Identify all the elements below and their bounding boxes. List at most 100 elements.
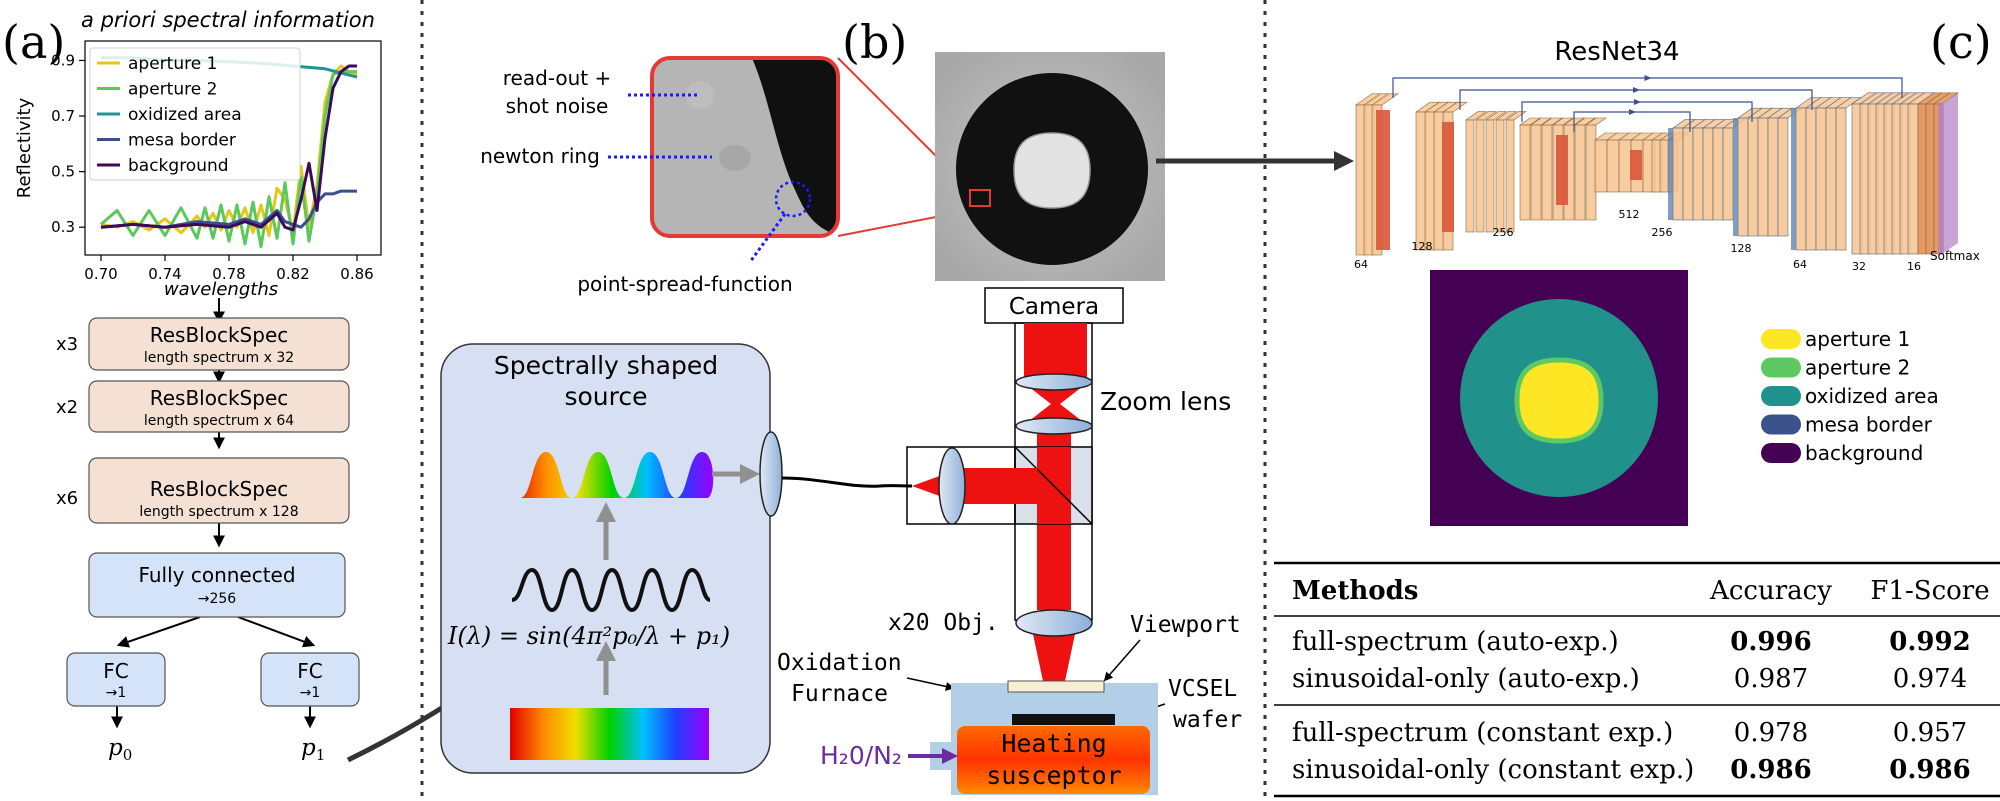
results-table: Methods Accuracy F1-Score full-spectrum … bbox=[1274, 561, 2000, 798]
layer-label: 256 bbox=[1652, 226, 1673, 239]
layer-label: 32 bbox=[1852, 260, 1866, 273]
svg-text:newton ring: newton ring bbox=[480, 144, 600, 168]
svg-text:ResBlockSpec: ResBlockSpec bbox=[150, 477, 289, 501]
x-tick-label: 0.70 bbox=[84, 265, 117, 283]
svg-text:wafer: wafer bbox=[1173, 707, 1242, 733]
layer-label: Softmax bbox=[1930, 249, 1980, 263]
legend-label: background bbox=[128, 156, 229, 176]
gas-label: H₂0/N₂ bbox=[820, 741, 902, 770]
legend-label: mesa border bbox=[128, 131, 236, 151]
resblock-1: ResBlockSpec length spectrum x 32 bbox=[88, 317, 350, 371]
chart-xlabel: wavelengths bbox=[164, 279, 278, 300]
svg-text:→1: →1 bbox=[300, 685, 321, 701]
svg-text:ResBlockSpec: ResBlockSpec bbox=[150, 323, 289, 347]
x-tick-label: 0.82 bbox=[276, 265, 309, 283]
svg-text:Heating: Heating bbox=[1001, 729, 1106, 758]
x-tick-label: 0.74 bbox=[148, 265, 181, 283]
svg-text:Viewport: Viewport bbox=[1130, 612, 1241, 638]
layer-label: 64 bbox=[1793, 258, 1807, 271]
svg-text:source: source bbox=[564, 382, 647, 411]
legend-label: aperture 2 bbox=[128, 80, 217, 100]
camera-image bbox=[935, 52, 1165, 281]
table-row-3-method: full-spectrum (constant exp.) bbox=[1292, 718, 1673, 748]
series-line-background bbox=[100, 64, 357, 232]
segmentation-image bbox=[1430, 270, 1688, 526]
segmentation-legend: aperture 1 aperture 2 oxidized area mesa bo… bbox=[1761, 327, 1939, 465]
svg-text:Fully connected: Fully connected bbox=[138, 563, 295, 587]
fiber-lens bbox=[759, 431, 783, 517]
optical-fiber bbox=[781, 476, 913, 488]
legend-label: oxidized area bbox=[128, 105, 242, 125]
resnet34-diagram: 64 128 256 512 256 128 64 32 16 Softmax bbox=[1354, 75, 1980, 273]
output-p0: p0 bbox=[108, 735, 132, 764]
y-tick-label: 0.3 bbox=[51, 218, 75, 236]
legend-label: aperture 1 bbox=[1805, 327, 1910, 351]
table-row-2-accuracy: 0.987 bbox=[1734, 664, 1808, 694]
svg-text:FC: FC bbox=[297, 659, 322, 683]
series-line-mesa-border bbox=[100, 189, 357, 229]
svg-text:length spectrum x 64: length spectrum x 64 bbox=[144, 413, 294, 429]
legend-label: aperture 2 bbox=[1805, 356, 1910, 380]
spectral-source-box: Spectrally shaped source I(λ) = sin(4π²p… bbox=[440, 343, 771, 774]
table-header-f1: F1-Score bbox=[1870, 576, 1989, 606]
fc-left-block: FC →1 bbox=[66, 652, 166, 707]
oxidation-furnace: Heating susceptor H₂0/N₂ bbox=[820, 680, 1158, 795]
legend-label: aperture 1 bbox=[128, 54, 217, 74]
table-row-4-f1: 0.986 bbox=[1889, 755, 1970, 785]
resblock-2-repeat: x2 bbox=[56, 397, 78, 418]
x-tick-label: 0.78 bbox=[212, 265, 245, 283]
svg-text:Camera: Camera bbox=[1009, 294, 1099, 320]
svg-text:ResBlockSpec: ResBlockSpec bbox=[150, 386, 289, 410]
fully-connected-block: Fully connected →256 bbox=[88, 552, 346, 618]
legend-swatch bbox=[1761, 443, 1801, 463]
table-row-1-f1: 0.992 bbox=[1889, 627, 1970, 657]
panel-a-label: (a) bbox=[2, 15, 65, 69]
table-row-2-f1: 0.974 bbox=[1893, 664, 1967, 694]
zoom-inset bbox=[650, 56, 840, 238]
svg-text:→256: →256 bbox=[198, 591, 237, 607]
svg-text:VCSEL: VCSEL bbox=[1168, 676, 1237, 702]
table-row-1-accuracy: 0.996 bbox=[1730, 627, 1811, 657]
layer-label: 128 bbox=[1412, 240, 1433, 253]
panel-a-arrows bbox=[111, 298, 316, 729]
legend-label: oxidized area bbox=[1805, 384, 1939, 408]
svg-text:x20 Obj.: x20 Obj. bbox=[888, 610, 999, 636]
legend-swatch bbox=[1761, 386, 1801, 406]
table-header-methods: Methods bbox=[1292, 576, 1418, 606]
table-header-accuracy: Accuracy bbox=[1709, 576, 1832, 606]
panel-c-label: (c) bbox=[1930, 15, 1992, 69]
y-tick-label: 0.7 bbox=[51, 107, 75, 125]
table-row-2-method: sinusoidal-only (auto-exp.) bbox=[1292, 664, 1640, 694]
table-row-3-accuracy: 0.978 bbox=[1734, 718, 1808, 748]
svg-text:read-out +: read-out + bbox=[503, 66, 612, 90]
svg-text:Furnace: Furnace bbox=[791, 681, 888, 707]
x-tick-label: 0.86 bbox=[340, 265, 373, 283]
legend-swatch bbox=[1761, 414, 1801, 435]
resblock-2: ResBlockSpec length spectrum x 64 bbox=[88, 380, 350, 433]
layer-label: 64 bbox=[1354, 258, 1368, 271]
table-row-4-method: sinusoidal-only (constant exp.) bbox=[1292, 755, 1694, 785]
layer-label: 128 bbox=[1731, 242, 1752, 255]
layer-label: 16 bbox=[1907, 260, 1921, 273]
layer-label: 512 bbox=[1619, 208, 1640, 221]
resblock-1-repeat: x3 bbox=[56, 334, 78, 355]
fc-right-block: FC →1 bbox=[260, 652, 360, 707]
beam-path bbox=[906, 322, 1093, 714]
legend-label: mesa border bbox=[1805, 413, 1933, 437]
resblock-3-repeat: x6 bbox=[56, 488, 78, 509]
psf-circle bbox=[774, 180, 812, 218]
y-tick-label: 0.9 bbox=[51, 51, 75, 69]
legend-label: background bbox=[1805, 441, 1923, 465]
chart-legend-box bbox=[89, 47, 301, 181]
svg-text:FC: FC bbox=[103, 659, 128, 683]
table-row-3-f1: 0.957 bbox=[1893, 718, 1967, 748]
legend-swatch bbox=[1761, 329, 1801, 349]
legend-swatch bbox=[1761, 357, 1801, 378]
chart-ylabel: Reflectivity bbox=[14, 97, 35, 198]
svg-text:Zoom lens: Zoom lens bbox=[1100, 387, 1231, 416]
resblock-3: ResBlockSpec length spectrum x 128 bbox=[88, 457, 350, 524]
svg-text:→1: →1 bbox=[106, 685, 127, 701]
table-row-1-method: full-spectrum (auto-exp.) bbox=[1292, 627, 1619, 657]
svg-text:shot noise: shot noise bbox=[506, 94, 609, 118]
